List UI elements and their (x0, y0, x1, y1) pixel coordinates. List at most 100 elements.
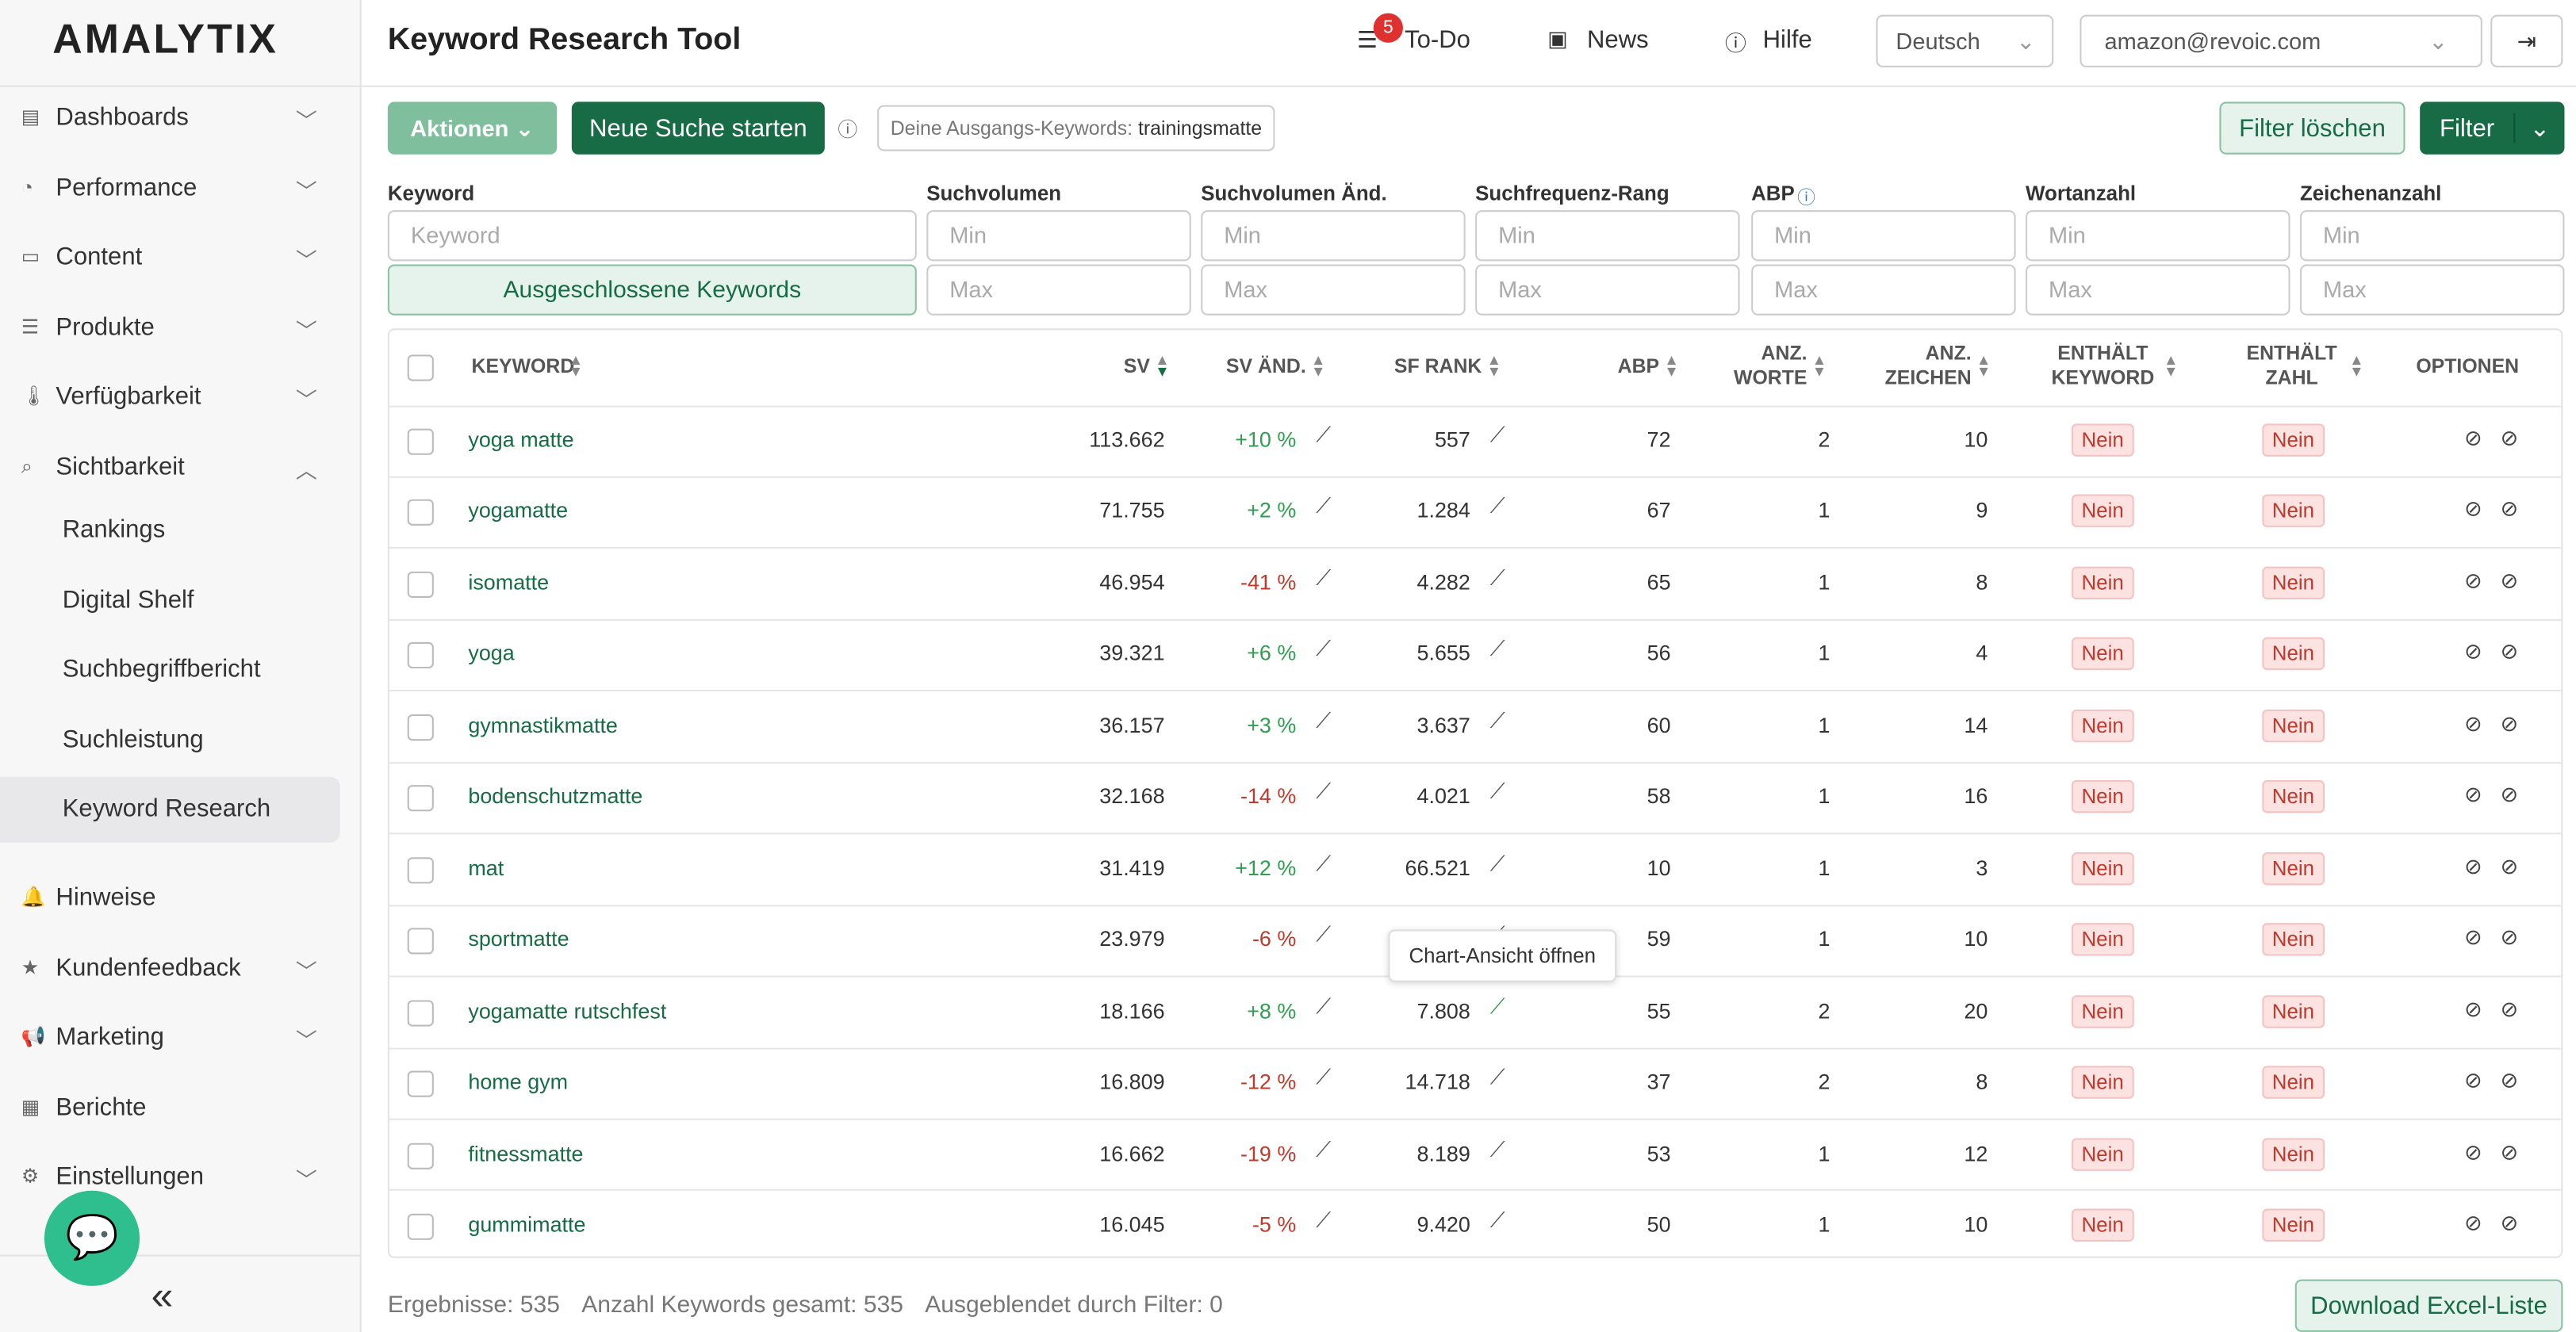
nav-item[interactable]: Kundenfeedback (56, 954, 240, 982)
hide-icon[interactable]: ⊘ (2464, 924, 2482, 951)
hide-icon[interactable]: ⊘ (2464, 496, 2482, 522)
hide-icon[interactable]: ⊘ (2464, 1210, 2482, 1236)
exclude-icon[interactable]: ⊘ (2501, 924, 2519, 951)
hide-icon[interactable]: ⊘ (2464, 568, 2482, 594)
keyword-link[interactable]: bodenschutzmatte (468, 784, 642, 809)
exclude-icon[interactable]: ⊘ (2501, 496, 2519, 522)
max-input[interactable]: Max (1475, 264, 1739, 315)
todo[interactable]: To-Do (1405, 26, 1470, 54)
max-input[interactable]: Max (1201, 264, 1465, 315)
exclude-icon[interactable]: ⊘ (2501, 639, 2519, 665)
exclude-icon[interactable]: ⊘ (2501, 425, 2519, 451)
row-checkbox[interactable] (408, 572, 434, 598)
min-input[interactable]: Min (2026, 210, 2290, 261)
keyword-link[interactable]: gymnastikmatte (468, 713, 618, 737)
collapse-sidebar[interactable]: « (151, 1274, 174, 1320)
row-checkbox[interactable] (408, 1000, 434, 1026)
max-input[interactable]: Max (2300, 264, 2564, 315)
row-checkbox[interactable] (408, 643, 434, 669)
column-header[interactable]: ANZ. ZEICHEN (1873, 342, 1971, 391)
column-header[interactable]: ENTHÄLT KEYWORD (2029, 342, 2176, 391)
hide-icon[interactable]: ⊘ (2464, 783, 2482, 809)
keyword-link[interactable]: yogamatte rutschfest (468, 998, 666, 1023)
nav-item[interactable]: Dashboards (56, 103, 189, 131)
row-checkbox[interactable] (408, 857, 434, 883)
nav-item[interactable]: Produkte (56, 314, 154, 342)
keyword-link[interactable]: sportmatte (468, 927, 569, 951)
keyword-link[interactable]: mat (468, 855, 504, 880)
exclude-icon[interactable]: ⊘ (2501, 1068, 2519, 1094)
keyword-link[interactable]: yogamatte (468, 499, 568, 523)
exclude-icon[interactable]: ⊘ (2501, 1139, 2519, 1166)
nav-item[interactable]: Content (56, 243, 142, 271)
row-checkbox[interactable] (408, 500, 434, 526)
keyword-link[interactable]: yoga matte (468, 427, 573, 452)
exclude-icon[interactable]: ⊘ (2501, 853, 2519, 879)
nav-item[interactable]: Einstellungen (56, 1163, 204, 1191)
max-input[interactable]: Max (926, 264, 1190, 315)
nav-item[interactable]: Marketing (56, 1023, 163, 1051)
min-input[interactable]: Min (1751, 210, 2015, 261)
account-select[interactable]: amazon@revoic.com⌄ (2080, 15, 2482, 67)
row-checkbox[interactable] (408, 1143, 434, 1169)
keyword-link[interactable]: yoga (468, 641, 514, 666)
new-search-button[interactable]: Neue Suche starten (572, 101, 825, 154)
logout[interactable]: ⇥ (2490, 15, 2563, 67)
news[interactable]: News (1587, 26, 1649, 54)
row-checkbox[interactable] (408, 714, 434, 741)
keyword-input[interactable]: Keyword (388, 210, 917, 261)
help[interactable]: Hilfe (1763, 26, 1812, 54)
row-checkbox[interactable] (408, 1071, 434, 1097)
language-select[interactable]: Deutsch⌄ (1876, 15, 2054, 67)
clear-filter-button[interactable]: Filter löschen (2219, 101, 2405, 154)
hide-icon[interactable]: ⊘ (2464, 710, 2482, 737)
keyword-link[interactable]: fitnessmatte (468, 1141, 583, 1166)
filter-button[interactable]: Filter⌄ (2420, 101, 2564, 154)
nav-item[interactable]: Berichte (56, 1094, 146, 1122)
nav-subitem[interactable]: Rankings (63, 515, 166, 543)
max-input[interactable]: Max (1751, 264, 2015, 315)
hide-icon[interactable]: ⊘ (2464, 1068, 2482, 1094)
min-input[interactable]: Min (1475, 210, 1739, 261)
column-header[interactable]: KEYWORD (471, 354, 574, 379)
nav-subitem[interactable]: Suchleistung (63, 725, 204, 753)
column-header[interactable]: ABP (1577, 354, 1660, 379)
nav-item[interactable]: Performance (56, 174, 197, 202)
max-input[interactable]: Max (2026, 264, 2290, 315)
hide-icon[interactable]: ⊘ (2464, 996, 2482, 1022)
exclude-icon[interactable]: ⊘ (2501, 568, 2519, 594)
download-button[interactable]: Download Excel-Liste (2295, 1280, 2563, 1332)
row-checkbox[interactable] (408, 786, 434, 812)
nav-subitem[interactable]: Keyword Research (63, 795, 271, 823)
actions-button[interactable]: Aktionen ⌄ (388, 101, 557, 154)
chart-icon[interactable]: ⟋ (1316, 921, 1331, 947)
hide-icon[interactable]: ⊘ (2464, 1139, 2482, 1166)
column-header[interactable]: ENTHÄLT ZAHL (2218, 342, 2365, 391)
nav-item[interactable]: Sichtbarkeit (56, 454, 184, 481)
row-checkbox[interactable] (408, 928, 434, 955)
exclude-icon[interactable]: ⊘ (2501, 1210, 2519, 1236)
keyword-link[interactable]: gummimatte (468, 1212, 585, 1237)
column-header[interactable]: ANZ. WORTE (1708, 342, 1807, 391)
column-header[interactable]: SF RANK (1380, 354, 1482, 379)
column-header[interactable]: SV (1052, 354, 1150, 379)
excluded-button[interactable]: Ausgeschlossene Keywords (388, 264, 917, 315)
nav-item[interactable]: Verfügbarkeit (56, 383, 201, 411)
row-checkbox[interactable] (408, 429, 434, 455)
exclude-icon[interactable]: ⊘ (2501, 996, 2519, 1022)
min-input[interactable]: Min (2300, 210, 2564, 261)
nav-subitem[interactable]: Digital Shelf (63, 585, 194, 613)
exclude-icon[interactable]: ⊘ (2501, 710, 2519, 737)
exclude-icon[interactable]: ⊘ (2501, 783, 2519, 809)
keyword-link[interactable]: isomatte (468, 570, 549, 595)
hide-icon[interactable]: ⊘ (2464, 639, 2482, 665)
column-header[interactable]: SV ÄND. (1207, 354, 1305, 379)
chat-button[interactable]: 💬 (44, 1191, 140, 1286)
hide-icon[interactable]: ⊘ (2464, 425, 2482, 451)
min-input[interactable]: Min (1201, 210, 1465, 261)
row-checkbox[interactable] (408, 1214, 434, 1240)
keyword-link[interactable]: home gym (468, 1070, 568, 1094)
hide-icon[interactable]: ⊘ (2464, 853, 2482, 879)
nav-item[interactable]: Hinweise (56, 883, 155, 911)
nav-subitem[interactable]: Suchbegriffbericht (63, 655, 261, 683)
